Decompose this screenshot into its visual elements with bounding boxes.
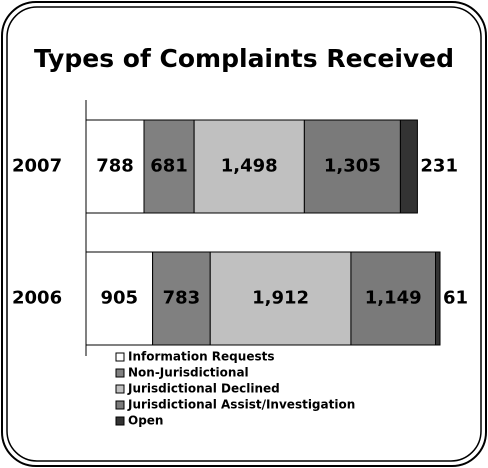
- legend-swatch: [115, 384, 125, 394]
- data-label: 681: [150, 156, 188, 177]
- bar-segment: [399, 119, 418, 214]
- legend-label: Open: [128, 414, 163, 428]
- data-label: 1,498: [221, 156, 278, 177]
- legend-swatch: [115, 352, 125, 362]
- legend-swatch: [115, 368, 125, 378]
- bar-segment: [209, 251, 352, 346]
- data-label: 905: [101, 288, 139, 309]
- bar-segment: [350, 251, 437, 346]
- data-label: 231: [420, 156, 458, 177]
- chart-title: Types of Complaints Received: [34, 44, 454, 73]
- y-tick-label: 2007: [12, 156, 62, 177]
- data-label: 788: [96, 156, 134, 177]
- bar-segment: [193, 119, 305, 214]
- legend-label: Jurisdictional Declined: [127, 382, 280, 396]
- y-tick-label: 2006: [12, 288, 62, 309]
- legend-label: Information Requests: [128, 350, 274, 364]
- bar-segment: [435, 251, 441, 346]
- data-label: 1,149: [365, 288, 422, 309]
- legend-swatch: [115, 416, 125, 426]
- data-label: 1,912: [252, 288, 309, 309]
- bar-segment: [303, 119, 401, 214]
- legend-label: Jurisdictional Assist/Investigation: [127, 398, 355, 412]
- legend-swatch: [115, 400, 125, 410]
- data-label: 61: [443, 288, 468, 309]
- legend-label: Non-Jurisdictional: [128, 366, 249, 380]
- bar-segment: [143, 119, 195, 214]
- inner-border: [6, 6, 482, 462]
- bar-segment: [85, 119, 145, 214]
- data-label: 1,305: [324, 156, 381, 177]
- data-label: 783: [163, 288, 201, 309]
